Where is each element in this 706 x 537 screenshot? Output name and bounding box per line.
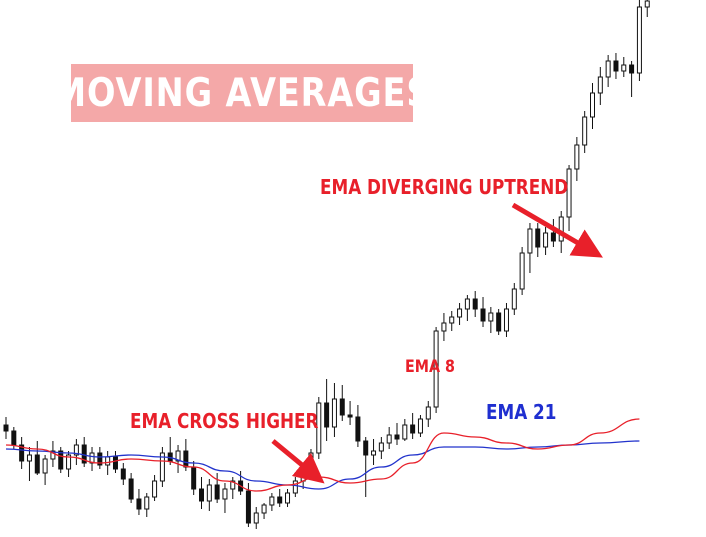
candle-body-bearish [472, 298, 478, 310]
candle-body-bullish [159, 452, 165, 482]
candle-body-bullish [175, 450, 181, 462]
candle-body-bearish [191, 466, 197, 490]
candle-body-bearish [363, 440, 369, 456]
candle-body-bullish [371, 450, 377, 456]
candle-body-bullish [152, 480, 158, 498]
candle-body-bullish [50, 450, 56, 460]
candle-body-bullish [636, 6, 642, 74]
title-banner: MOVING AVERAGES [53, 64, 430, 122]
candle-body-bullish [222, 488, 228, 500]
candle-body-bearish [3, 424, 9, 432]
candle-body-bearish [19, 444, 25, 462]
candle-body-bullish [417, 418, 423, 434]
candle-body-bearish [613, 60, 619, 72]
candle-body-bullish [66, 454, 72, 470]
candle-body-bullish [331, 398, 337, 428]
candle-body-bearish [480, 308, 486, 322]
candle-body-bullish [292, 480, 298, 494]
candle-body-bearish [339, 398, 345, 416]
candle-body-bullish [644, 0, 650, 8]
candle-body-bullish [433, 330, 439, 408]
candle-body-bearish [550, 232, 556, 242]
candle-body-bearish [112, 456, 118, 470]
diverging-arrow [511, 202, 603, 258]
candle-body-bullish [378, 442, 384, 452]
candle-body-bullish [558, 216, 564, 242]
candle-body-bullish [441, 322, 447, 332]
candle-body-bearish [410, 424, 416, 434]
candle-body-bullish [488, 312, 494, 322]
candle-body-bearish [11, 430, 17, 446]
candle-body-bullish [582, 116, 588, 146]
candle-body-bearish [120, 468, 126, 480]
candle-body-bullish [261, 504, 267, 514]
candle-body-bullish [425, 406, 431, 420]
candle-body-bearish [136, 498, 142, 510]
candle-body-bearish [58, 450, 64, 470]
candle-body-bearish [97, 452, 103, 466]
candle-body-bullish [464, 298, 470, 310]
candle-body-bearish [128, 478, 134, 500]
ema-21-label: EMA 21 [486, 400, 557, 424]
candle-body-bullish [543, 232, 549, 248]
candle-body-bullish [566, 168, 572, 218]
candle-body-bearish [183, 450, 189, 468]
candle-body-bullish [574, 144, 580, 170]
candle-body-bullish [105, 456, 111, 466]
candle-body-bearish [347, 414, 353, 418]
candle-body-bearish [214, 484, 220, 500]
candle-body-bullish [402, 424, 408, 440]
candle-body-bearish [629, 64, 635, 74]
candle-body-bullish [605, 60, 611, 78]
candle-body-bullish [386, 434, 392, 444]
candle-body-bearish [277, 496, 283, 504]
candle-body-bullish [89, 452, 95, 464]
candle-body-bullish [26, 454, 32, 462]
candle-body-bullish [511, 288, 517, 310]
candle-body-bullish [269, 496, 275, 506]
candle-body-bullish [206, 484, 212, 502]
candle-body-bearish [245, 490, 251, 524]
candle-body-bearish [535, 228, 541, 248]
candle-body-bearish [355, 416, 361, 442]
candle-body-bullish [73, 444, 79, 456]
cross-arrow [271, 439, 325, 484]
candle-body-bullish [285, 492, 291, 504]
candle-body-bearish [394, 434, 400, 440]
ema-diverging-label: EMA DIVERGING UPTREND [320, 175, 569, 199]
candle-body-bullish [300, 470, 306, 482]
candle-body-bullish [253, 512, 259, 524]
candle-body-bearish [199, 488, 204, 502]
candle-body-bullish [597, 76, 603, 94]
candle-body-bullish [449, 316, 455, 324]
candle-body-bullish [457, 308, 463, 318]
ema-cross-label: EMA CROSS HIGHER [130, 409, 319, 433]
candle-body-bearish [34, 454, 40, 474]
candle-body-bullish [590, 92, 595, 118]
ema-8-label: EMA 8 [405, 357, 455, 377]
candle-body-bearish [324, 402, 330, 428]
chart-title: MOVING AVERAGES [52, 70, 432, 116]
candle-body-bullish [519, 252, 525, 290]
candle-body-bullish [621, 64, 627, 72]
candle-body-bullish [230, 480, 236, 490]
candlestick-series [3, 0, 650, 529]
candle-body-bullish [527, 228, 533, 254]
candle-body-bearish [496, 312, 502, 332]
candle-body-bullish [144, 496, 150, 510]
candle-body-bullish [42, 458, 48, 474]
candle-body-bullish [503, 308, 509, 332]
